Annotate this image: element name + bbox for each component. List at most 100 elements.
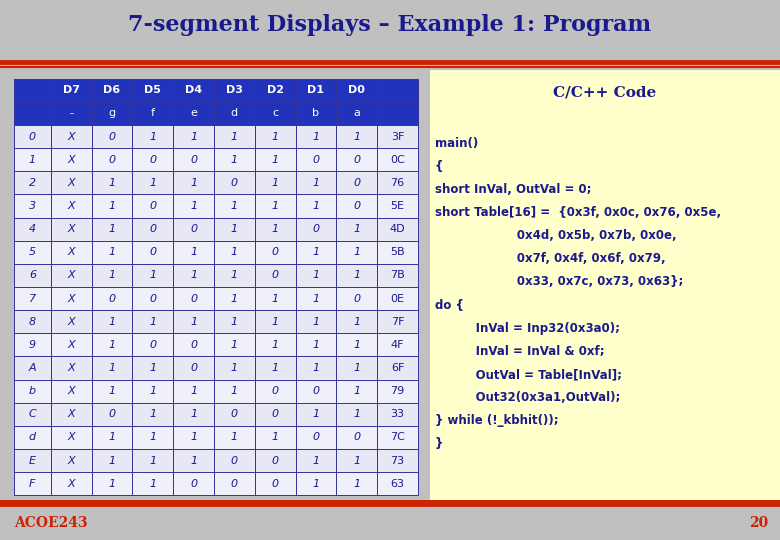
Bar — [51, 264, 91, 287]
Text: 1: 1 — [231, 271, 238, 280]
Bar — [173, 125, 214, 148]
Bar — [214, 310, 255, 333]
Text: X: X — [67, 386, 75, 396]
Bar — [296, 194, 336, 218]
Text: 0x7f, 0x4f, 0x6f, 0x79,: 0x7f, 0x4f, 0x6f, 0x79, — [455, 252, 665, 265]
Text: g: g — [108, 109, 115, 118]
Bar — [14, 472, 51, 495]
Text: 1: 1 — [108, 271, 115, 280]
Text: 1: 1 — [231, 386, 238, 396]
Text: 0: 0 — [313, 224, 320, 234]
Bar — [336, 125, 378, 148]
Bar — [91, 310, 133, 333]
Bar — [336, 449, 378, 472]
Text: 1: 1 — [313, 456, 320, 465]
Text: 2: 2 — [29, 178, 36, 188]
Text: 1: 1 — [108, 340, 115, 350]
Bar — [51, 218, 91, 241]
Text: 0: 0 — [313, 386, 320, 396]
Bar — [378, 356, 418, 380]
Bar — [336, 426, 378, 449]
Text: 0: 0 — [149, 201, 156, 211]
Bar — [255, 449, 296, 472]
Bar — [51, 356, 91, 380]
Bar — [91, 125, 133, 148]
Bar — [133, 241, 173, 264]
Bar — [14, 264, 51, 287]
Text: X: X — [67, 178, 75, 188]
Bar — [214, 194, 255, 218]
Text: 0: 0 — [149, 247, 156, 257]
Text: 0E: 0E — [391, 294, 405, 303]
Bar — [51, 287, 91, 310]
Text: D2: D2 — [267, 85, 284, 96]
Bar — [255, 310, 296, 333]
Text: 1: 1 — [190, 201, 197, 211]
Text: 1: 1 — [271, 201, 278, 211]
Text: 1: 1 — [353, 224, 360, 234]
Bar — [173, 333, 214, 356]
Text: a: a — [353, 109, 360, 118]
Bar — [14, 426, 51, 449]
Bar — [296, 287, 336, 310]
Bar — [14, 310, 51, 333]
Text: -: - — [69, 109, 73, 118]
Bar — [133, 264, 173, 287]
Text: 1: 1 — [29, 155, 36, 165]
Bar — [51, 426, 91, 449]
Bar — [173, 102, 214, 125]
Text: 1: 1 — [231, 201, 238, 211]
Bar — [336, 194, 378, 218]
Bar — [14, 79, 51, 102]
Bar — [173, 356, 214, 380]
Text: 0: 0 — [29, 132, 36, 141]
Bar — [133, 171, 173, 194]
Text: 1: 1 — [108, 478, 115, 489]
Text: 7F: 7F — [391, 316, 404, 327]
Text: 0: 0 — [190, 294, 197, 303]
Text: 0: 0 — [231, 456, 238, 465]
Bar — [14, 218, 51, 241]
Text: 1: 1 — [313, 294, 320, 303]
Text: 76: 76 — [391, 178, 405, 188]
Text: X: X — [67, 363, 75, 373]
Text: } while (!_kbhit());: } while (!_kbhit()); — [435, 414, 558, 427]
Text: D1: D1 — [307, 85, 324, 96]
Bar — [214, 241, 255, 264]
Bar — [51, 171, 91, 194]
Bar — [133, 333, 173, 356]
Bar — [296, 403, 336, 426]
Text: 1: 1 — [149, 271, 156, 280]
Text: D5: D5 — [144, 85, 161, 96]
Bar — [336, 148, 378, 171]
Text: 1: 1 — [271, 178, 278, 188]
Text: 1: 1 — [353, 340, 360, 350]
Bar — [14, 171, 51, 194]
Text: 1: 1 — [231, 155, 238, 165]
Bar — [296, 218, 336, 241]
Text: 0: 0 — [190, 155, 197, 165]
Bar — [255, 426, 296, 449]
Bar — [255, 125, 296, 148]
Bar — [296, 264, 336, 287]
Bar — [214, 333, 255, 356]
Bar — [255, 79, 296, 102]
Text: E: E — [29, 456, 36, 465]
Bar — [214, 102, 255, 125]
Bar — [336, 333, 378, 356]
Text: 7B: 7B — [390, 271, 405, 280]
Text: 0: 0 — [108, 155, 115, 165]
Bar — [14, 287, 51, 310]
Bar — [133, 125, 173, 148]
Bar — [336, 472, 378, 495]
Bar — [255, 194, 296, 218]
Text: 1: 1 — [108, 224, 115, 234]
Text: X: X — [67, 340, 75, 350]
Bar — [173, 171, 214, 194]
Bar — [91, 333, 133, 356]
Text: 7C: 7C — [390, 433, 405, 442]
Text: 1: 1 — [190, 271, 197, 280]
Text: 1: 1 — [190, 386, 197, 396]
Text: f: f — [151, 109, 154, 118]
Text: 0: 0 — [271, 478, 278, 489]
